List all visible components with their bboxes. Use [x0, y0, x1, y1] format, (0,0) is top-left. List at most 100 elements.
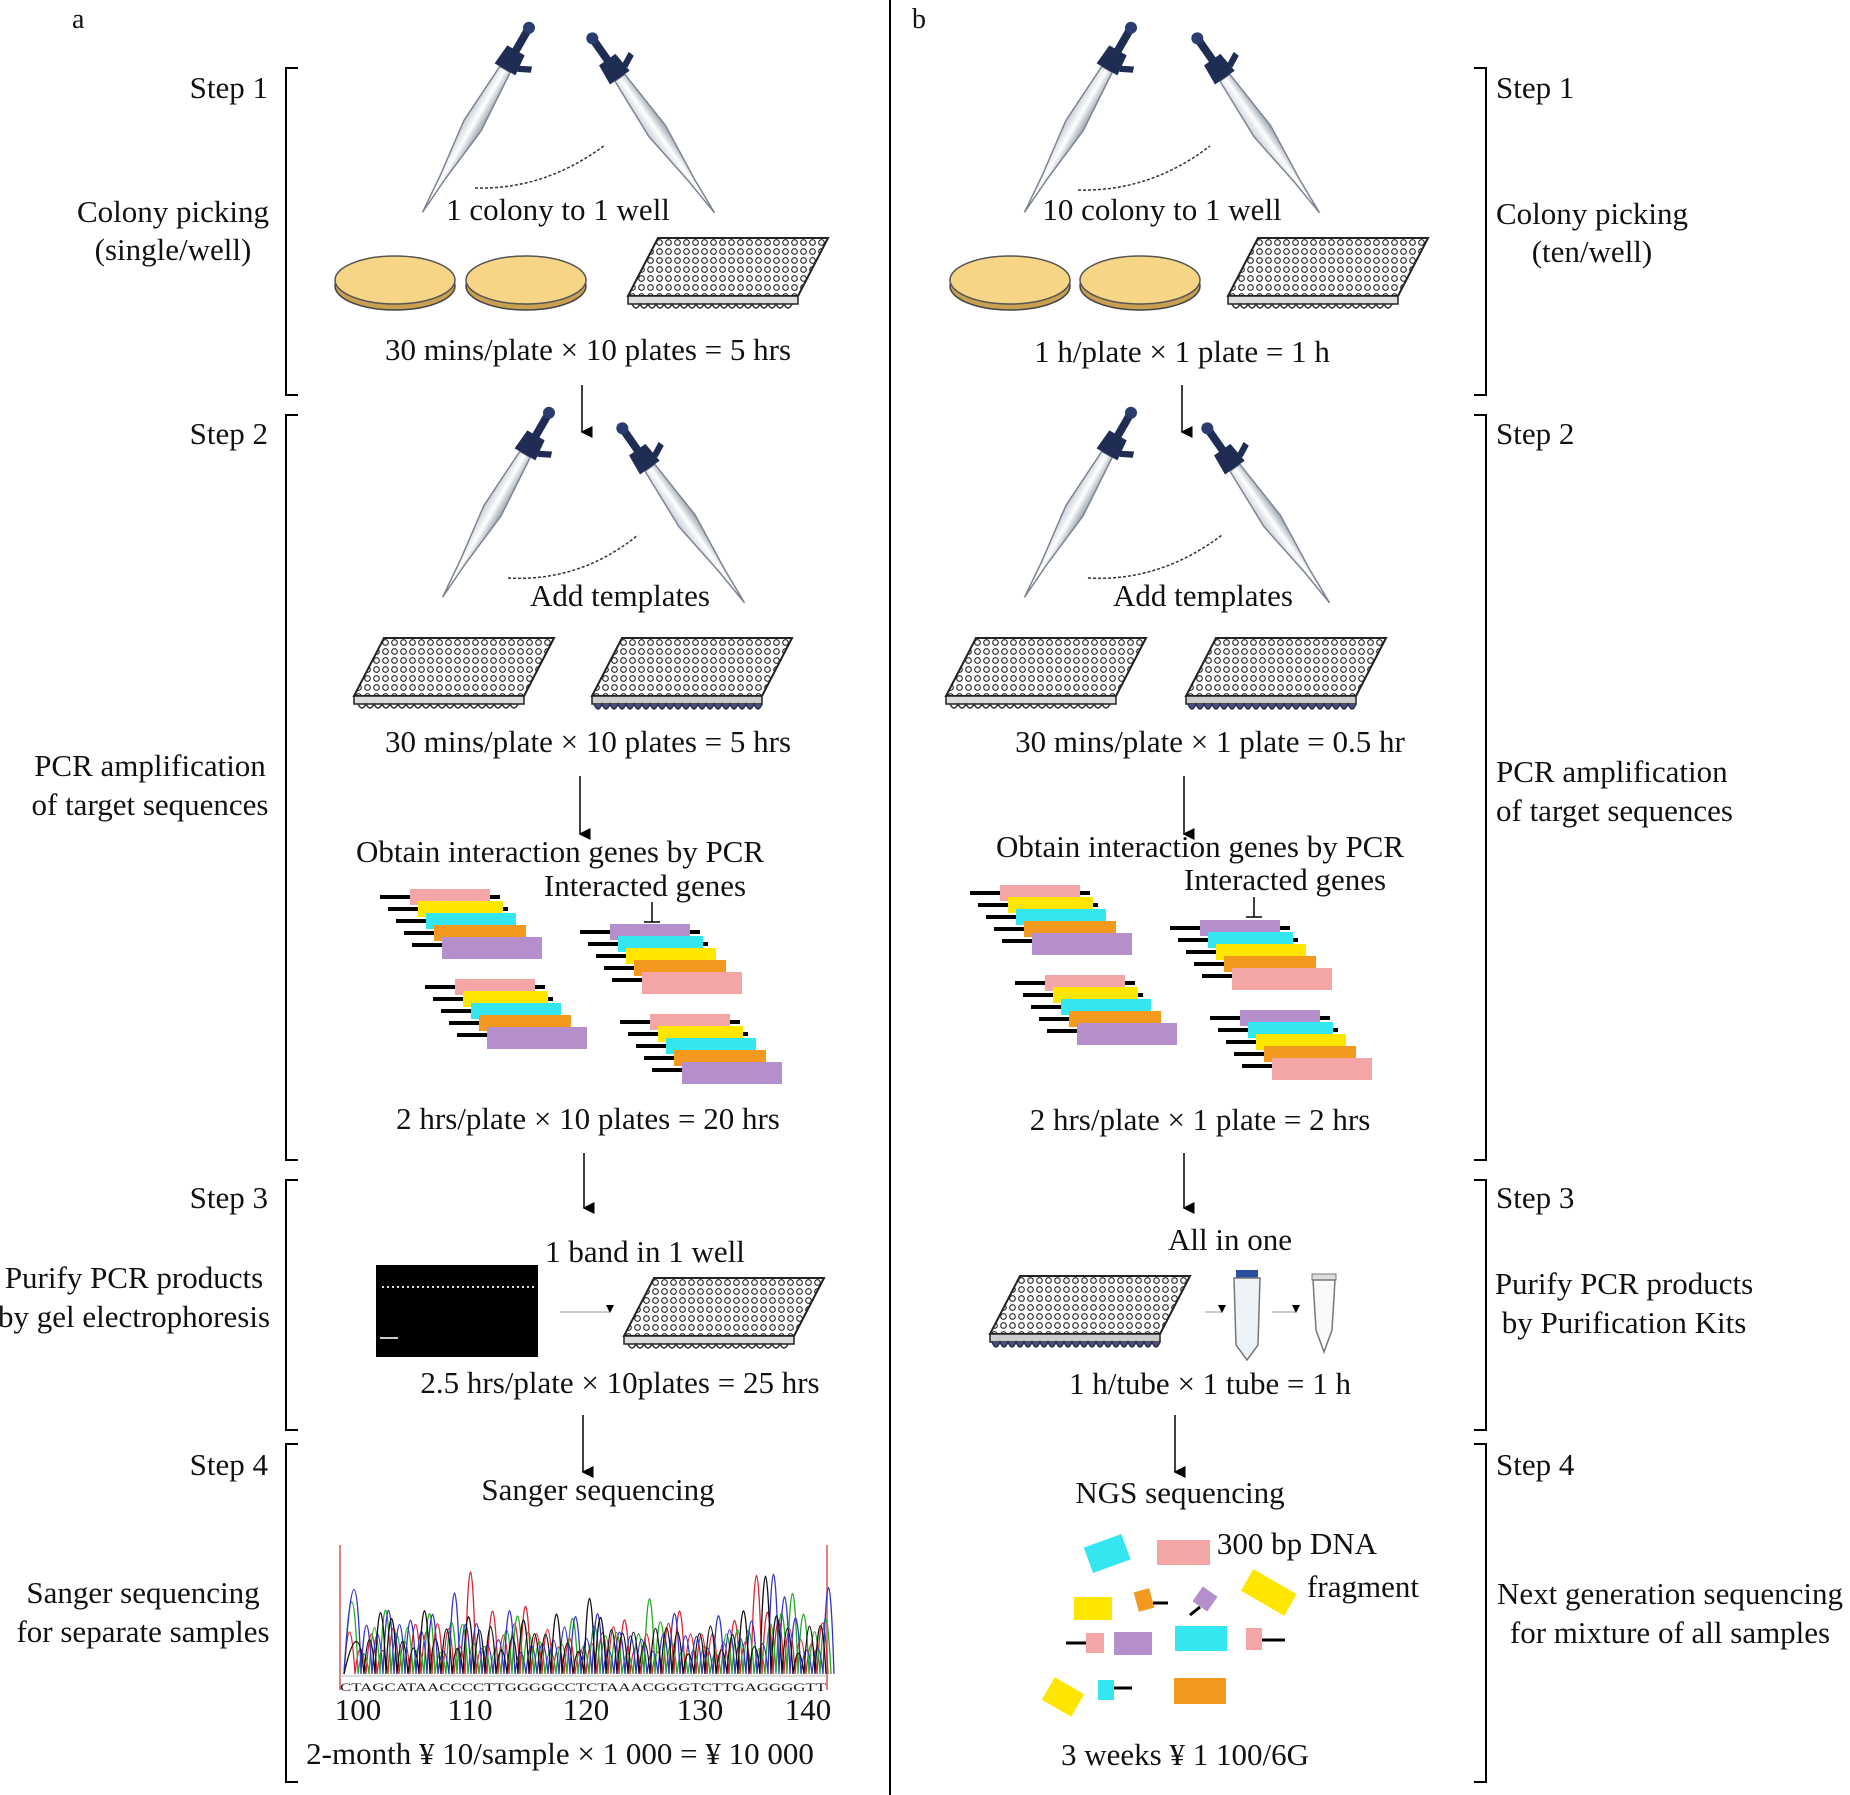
gene-bands [968, 883, 1134, 957]
step2-obtain-b: Obtain interaction genes by PCR [996, 829, 1404, 864]
step1-time-a: 30 mins/plate × 10 plates = 5 hrs [385, 332, 791, 367]
pipette-icon [578, 18, 735, 221]
panel-b-letter: b [912, 4, 926, 35]
step2-time2-b: 2 hrs/plate × 1 plate = 2 hrs [1030, 1102, 1371, 1137]
petri-dish-icon [334, 255, 456, 311]
step2-bracket-a [285, 414, 298, 1161]
step3-label-a: Step 3 [190, 1180, 268, 1215]
step2-genes-label-a: Interacted genes [544, 868, 746, 903]
step1-label-a: Step 1 [190, 70, 268, 105]
gene-bands [423, 977, 589, 1051]
well-plate-icon [945, 637, 1147, 709]
step4-desc-b-2: for mixture of all samples [1510, 1615, 1830, 1650]
step3-time-a: 2.5 hrs/plate × 10plates = 25 hrs [420, 1365, 819, 1400]
step2-desc-b-2: of target sequences [1496, 793, 1733, 828]
position-tick: 140 [785, 1692, 832, 1727]
dna-fragments [1041, 1533, 1297, 1717]
chromatogram-trace [343, 1575, 827, 1675]
chromatogram-trace [343, 1571, 829, 1675]
step2-obtain-a: Obtain interaction genes by PCR [356, 834, 764, 869]
step1-bracket-a [285, 67, 298, 396]
well-plate-icon [623, 1277, 825, 1349]
step2-time2-a: 2 hrs/plate × 10 plates = 20 hrs [396, 1101, 780, 1136]
position-tick: 130 [677, 1692, 724, 1727]
step1-time-b: 1 h/plate × 1 plate = 1 h [1034, 334, 1330, 369]
well-plate-icon [627, 237, 829, 309]
well-plate-icon [989, 1275, 1191, 1348]
dna-label-2: fragment [1307, 1569, 1419, 1604]
step4-cost-a: 2-month ¥ 10/sample × 1 000 = ¥ 10 000 [306, 1736, 814, 1771]
step3-desc-b-1: Purify PCR products [1495, 1266, 1753, 1301]
gene-bands [1208, 1008, 1374, 1082]
step3-bracket-a [285, 1179, 298, 1431]
step1-bracket-b [1474, 67, 1487, 396]
well-plate-icon [353, 637, 555, 709]
step3-time-b: 1 h/tube × 1 tube = 1 h [1069, 1366, 1352, 1401]
step3-caption-b: All in one [1168, 1222, 1292, 1257]
gene-bands [378, 887, 544, 961]
step2-label-a: Step 2 [190, 416, 268, 451]
step4-bracket-a [285, 1443, 298, 1783]
dna-label-1: 300 bp DNA [1217, 1526, 1378, 1561]
step3-label-b: Step 3 [1496, 1180, 1574, 1215]
step2-time-b: 30 mins/plate × 1 plate = 0.5 hr [1015, 724, 1405, 759]
step1-desc-b-1: Colony picking [1496, 196, 1688, 231]
chromatogram-trace [343, 1593, 832, 1675]
step4-desc-a-1: Sanger sequencing [26, 1575, 259, 1610]
step2-caption-b: Add templates [1113, 578, 1293, 613]
gene-bands [578, 922, 744, 996]
step2-bracket-b [1474, 414, 1487, 1161]
panel-a-letter: a [72, 4, 85, 35]
transfer-arrow [474, 144, 606, 189]
position-tick: 100 [335, 1692, 382, 1727]
well-plate-icon [591, 637, 793, 710]
step1-desc-a-1: Colony picking [77, 194, 269, 229]
gene-bands [1168, 918, 1334, 992]
petri-dish-icon [949, 255, 1071, 311]
step2-desc-a-1: PCR amplification [34, 748, 266, 783]
step4-label-a: Step 4 [190, 1447, 269, 1482]
step2-desc-b-1: PCR amplification [1496, 754, 1728, 789]
panel-b: b Step 1 Colony picking (ten/well) Step … [912, 4, 1843, 1783]
step1-caption-b: 10 colony to 1 well [1042, 192, 1281, 227]
step2-caption-a: Add templates [530, 578, 710, 613]
step4-caption-b: NGS sequencing [1075, 1475, 1284, 1510]
petri-dish-icon [1079, 255, 1201, 311]
gene-bands [618, 1012, 784, 1086]
step3-bracket-b [1474, 1179, 1487, 1431]
eppendorf-tube-icon [1311, 1273, 1337, 1355]
step4-bracket-b [1474, 1443, 1487, 1783]
gel-image [376, 1265, 538, 1357]
pipette-icon [1183, 18, 1340, 221]
position-tick: 110 [447, 1692, 492, 1727]
step2-desc-a-2: of target sequences [32, 787, 269, 822]
step1-caption-a: 1 colony to 1 well [446, 192, 670, 227]
well-plate-icon [1185, 637, 1387, 710]
step1-label-b: Step 1 [1496, 70, 1574, 105]
gene-bands [1013, 973, 1179, 1047]
step4-desc-b-1: Next generation sequencing [1497, 1576, 1843, 1611]
step3-desc-a-2: by gel electrophoresis [0, 1299, 270, 1334]
chromatogram [343, 1571, 835, 1675]
step2-label-b: Step 2 [1496, 416, 1574, 451]
chromatogram-trace [343, 1573, 835, 1675]
sequence-read: CTAGCATAACCCCTTGGGGCCTCTAAACGGGTCTTGAGGG… [340, 1680, 827, 1694]
step2-time-a: 30 mins/plate × 10 plates = 5 hrs [385, 724, 791, 759]
transfer-arrow [1077, 145, 1211, 191]
step1-desc-a-2: (single/well) [95, 232, 252, 267]
step1-desc-b-2: (ten/well) [1532, 234, 1653, 269]
transfer-arrow [1087, 534, 1223, 580]
panel-a: a Step 1 Colony picking (single/well) St… [0, 4, 835, 1783]
step3-desc-a-1: Purify PCR products [5, 1260, 263, 1295]
step4-cost-b: 3 weeks ¥ 1 100/6G [1061, 1737, 1309, 1772]
step4-desc-a-2: for separate samples [16, 1614, 269, 1649]
step4-label-b: Step 4 [1496, 1447, 1575, 1482]
transfer-arrow [507, 534, 639, 580]
step2-genes-label-b: Interacted genes [1184, 862, 1386, 897]
petri-dish-icon [465, 255, 587, 311]
step4-caption-a: Sanger sequencing [481, 1472, 714, 1507]
falcon-tube-icon [1233, 1270, 1261, 1362]
step3-desc-b-2: by Purification Kits [1502, 1305, 1747, 1340]
